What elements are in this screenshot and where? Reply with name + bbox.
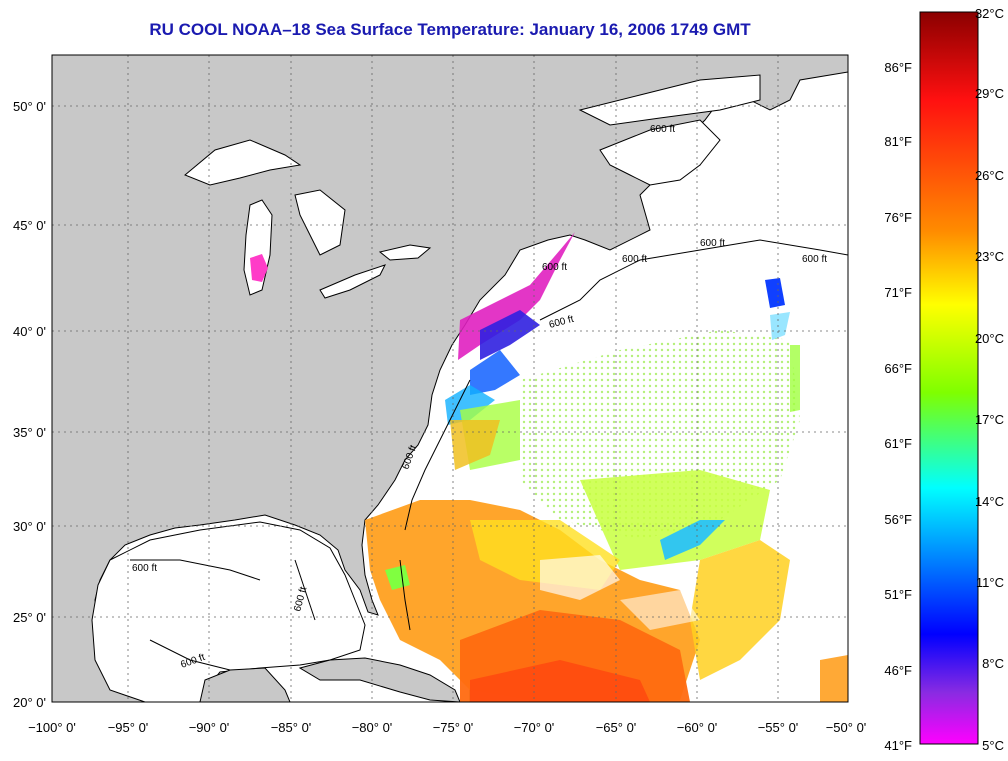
lake-erie [319, 264, 386, 299]
lake-michigan-sst [250, 254, 268, 282]
map-area [52, 55, 848, 702]
temperature-colorbar: 86°F 81°F 76°F 71°F 66°F 61°F 56°F 51°F … [884, 6, 1004, 753]
fahrenheit-label: 56°F [884, 512, 912, 527]
isobath-label: 600 ft [622, 254, 647, 265]
lake-superior [184, 139, 302, 186]
lon-tick-label: −90° 0' [189, 720, 230, 735]
lon-tick-label: −70° 0' [514, 720, 555, 735]
fahrenheit-label: 46°F [884, 663, 912, 678]
celsius-label: 32°C [975, 6, 1004, 21]
fahrenheit-label: 61°F [884, 436, 912, 451]
colorbar-gradient [919, 11, 979, 745]
lat-tick-label: 20° 0' [13, 695, 46, 710]
cuba-land [298, 657, 461, 702]
lake-huron [294, 189, 346, 256]
lat-tick-label: 30° 0' [13, 519, 46, 534]
isobath-label: 600 ft [542, 262, 567, 273]
celsius-label: 8°C [982, 656, 1004, 671]
lat-tick-label: 45° 0' [13, 218, 46, 233]
lon-tick-label: −75° 0' [433, 720, 474, 735]
fahrenheit-label: 86°F [884, 60, 912, 75]
isobath-600ft [130, 239, 848, 671]
celsius-label: 11°C [976, 575, 1004, 590]
fahrenheit-label: 81°F [884, 134, 912, 149]
lon-tick-label: −55° 0' [758, 720, 799, 735]
lon-tick-label: −85° 0' [271, 720, 312, 735]
map-frame [51, 54, 849, 703]
lat-tick-label: 35° 0' [13, 425, 46, 440]
celsius-label: 23°C [975, 249, 1004, 264]
latitude-axis: 20° 0' 25° 0' 30° 0' 35° 0' 40° 0' 45° 0… [13, 99, 46, 710]
gulf-st-lawrence [599, 119, 721, 186]
celsius-label: 29°C [975, 86, 1004, 101]
lat-tick-label: 25° 0' [13, 610, 46, 625]
celsius-label: 14°C [975, 494, 1004, 509]
yucatan-land [199, 667, 291, 702]
lon-tick-label: −65° 0' [596, 720, 637, 735]
celsius-label: 5°C [982, 738, 1004, 753]
isobath-label: 600 ft [132, 563, 157, 574]
lat-tick-label: 40° 0' [13, 324, 46, 339]
lat-tick-label: 50° 0' [13, 99, 46, 114]
fahrenheit-label: 51°F [884, 587, 912, 602]
longitude-axis: −100° 0' −95° 0' −90° 0' −85° 0' −80° 0'… [28, 720, 866, 735]
celsius-label: 17°C [975, 412, 1004, 427]
map-grid [52, 55, 848, 702]
celsius-label: 20°C [975, 331, 1004, 346]
fahrenheit-label: 71°F [884, 285, 912, 300]
lon-tick-label: −50° 0' [826, 720, 867, 735]
lon-tick-label: −80° 0' [352, 720, 393, 735]
celsius-label: 26°C [975, 168, 1004, 183]
isobath-label: 600 ft [802, 254, 827, 265]
isobath-label: 600 ft [700, 238, 725, 249]
map-title: RU COOL NOAA–18 Sea Surface Temperature:… [149, 20, 751, 39]
lake-ontario [378, 244, 432, 261]
hudson-strait-water [578, 74, 761, 126]
lon-tick-label: −100° 0' [28, 720, 76, 735]
fahrenheit-label: 41°F [884, 738, 912, 753]
fahrenheit-label: 66°F [884, 361, 912, 376]
lon-tick-label: −60° 0' [677, 720, 718, 735]
sst-data-overlay [365, 232, 848, 702]
lon-tick-label: −95° 0' [108, 720, 149, 735]
isobath-label: 600 ft [650, 124, 675, 135]
fahrenheit-label: 76°F [884, 210, 912, 225]
